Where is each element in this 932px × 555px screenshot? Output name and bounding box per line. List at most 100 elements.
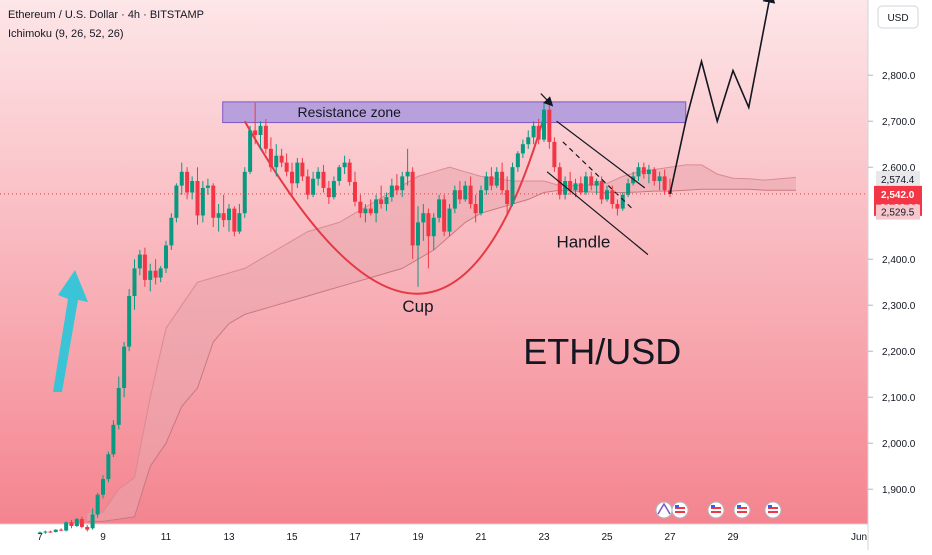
candle[interactable] [185,167,190,200]
us-flag-icon[interactable] [733,501,751,519]
candle[interactable] [305,169,310,200]
candle[interactable] [326,181,331,204]
us-flag-icon[interactable] [764,501,782,519]
candle[interactable] [515,151,520,172]
candle[interactable] [164,240,168,273]
candle[interactable] [268,137,273,172]
candle[interactable] [368,199,373,216]
candle[interactable] [295,158,300,188]
candle[interactable] [169,213,174,250]
candle[interactable] [331,176,336,200]
candle[interactable] [279,148,284,168]
candle[interactable] [358,194,363,218]
candle[interactable] [111,420,116,457]
candle[interactable] [473,194,478,223]
candle[interactable] [520,139,525,158]
candle[interactable] [106,451,111,483]
candle[interactable] [510,162,515,207]
symbol-title[interactable]: Ethereum / U.S. Dollar · 4h · BITSTAMP [8,9,204,21]
candle[interactable] [48,530,53,533]
candle[interactable] [363,204,368,223]
candle[interactable] [242,167,247,218]
candle[interactable] [447,204,452,237]
candle[interactable] [400,171,405,198]
candle[interactable] [153,259,158,285]
candle[interactable] [179,162,184,195]
candle[interactable] [95,492,100,518]
candle[interactable] [142,247,147,287]
candle[interactable] [248,125,253,175]
candle[interactable] [426,208,431,269]
candle[interactable] [431,213,436,250]
candle[interactable] [38,531,42,535]
candle[interactable] [300,158,305,181]
resistance-zone-box[interactable] [222,101,687,124]
candle[interactable] [389,178,394,202]
handle-channel-lower[interactable] [546,171,649,256]
candle[interactable] [421,204,426,241]
candle[interactable] [599,176,604,204]
candle[interactable] [258,121,263,149]
candle[interactable] [53,529,58,533]
candle[interactable] [610,185,615,209]
candle[interactable] [463,181,468,202]
candle[interactable] [589,171,594,191]
candle[interactable] [116,376,121,430]
candle[interactable] [662,169,667,195]
candle[interactable] [489,167,494,191]
candle[interactable] [479,185,483,216]
candle[interactable] [594,178,599,195]
candle[interactable] [74,517,79,527]
candle[interactable] [290,162,294,195]
candle[interactable] [227,204,231,232]
candle[interactable] [547,105,552,149]
candle[interactable] [500,162,505,195]
candle[interactable] [620,192,625,211]
candle[interactable] [374,194,379,223]
candle[interactable] [237,204,242,234]
candle[interactable] [573,178,578,198]
candle[interactable] [605,185,609,202]
handle-channel-upper[interactable] [556,120,646,189]
candle[interactable] [122,342,127,398]
candle[interactable] [384,192,389,211]
candle[interactable] [85,525,90,532]
candle[interactable] [552,137,557,172]
candle[interactable] [274,144,279,177]
candle[interactable] [316,167,321,186]
candle[interactable] [646,164,651,184]
candle[interactable] [641,162,646,179]
candle[interactable] [284,153,289,177]
candle[interactable] [494,167,499,188]
candle[interactable] [253,102,258,145]
candle[interactable] [43,530,48,534]
candle[interactable] [216,204,221,232]
candle[interactable] [536,118,541,145]
candle[interactable] [158,266,163,283]
candle[interactable] [452,185,457,214]
candle[interactable] [90,508,95,530]
candle[interactable] [468,176,473,209]
projection-path[interactable] [669,0,776,195]
candle[interactable] [636,162,641,181]
candle[interactable] [657,171,662,191]
candle[interactable] [132,259,137,310]
candle[interactable] [394,174,399,195]
candle[interactable] [232,206,237,237]
candle[interactable] [127,289,132,352]
candle[interactable] [526,130,531,149]
candle[interactable] [416,206,420,287]
candle[interactable] [205,178,210,195]
candle[interactable] [195,167,200,225]
candle[interactable] [557,162,562,200]
candle[interactable] [583,171,588,195]
candle[interactable] [64,521,69,532]
candle[interactable] [405,148,410,186]
candle[interactable] [379,185,384,209]
candle[interactable] [353,171,357,207]
candle[interactable] [457,181,462,204]
candle[interactable] [578,176,583,195]
candle[interactable] [542,102,546,142]
candle[interactable] [615,199,620,216]
handle-channel-mid[interactable] [562,141,633,210]
